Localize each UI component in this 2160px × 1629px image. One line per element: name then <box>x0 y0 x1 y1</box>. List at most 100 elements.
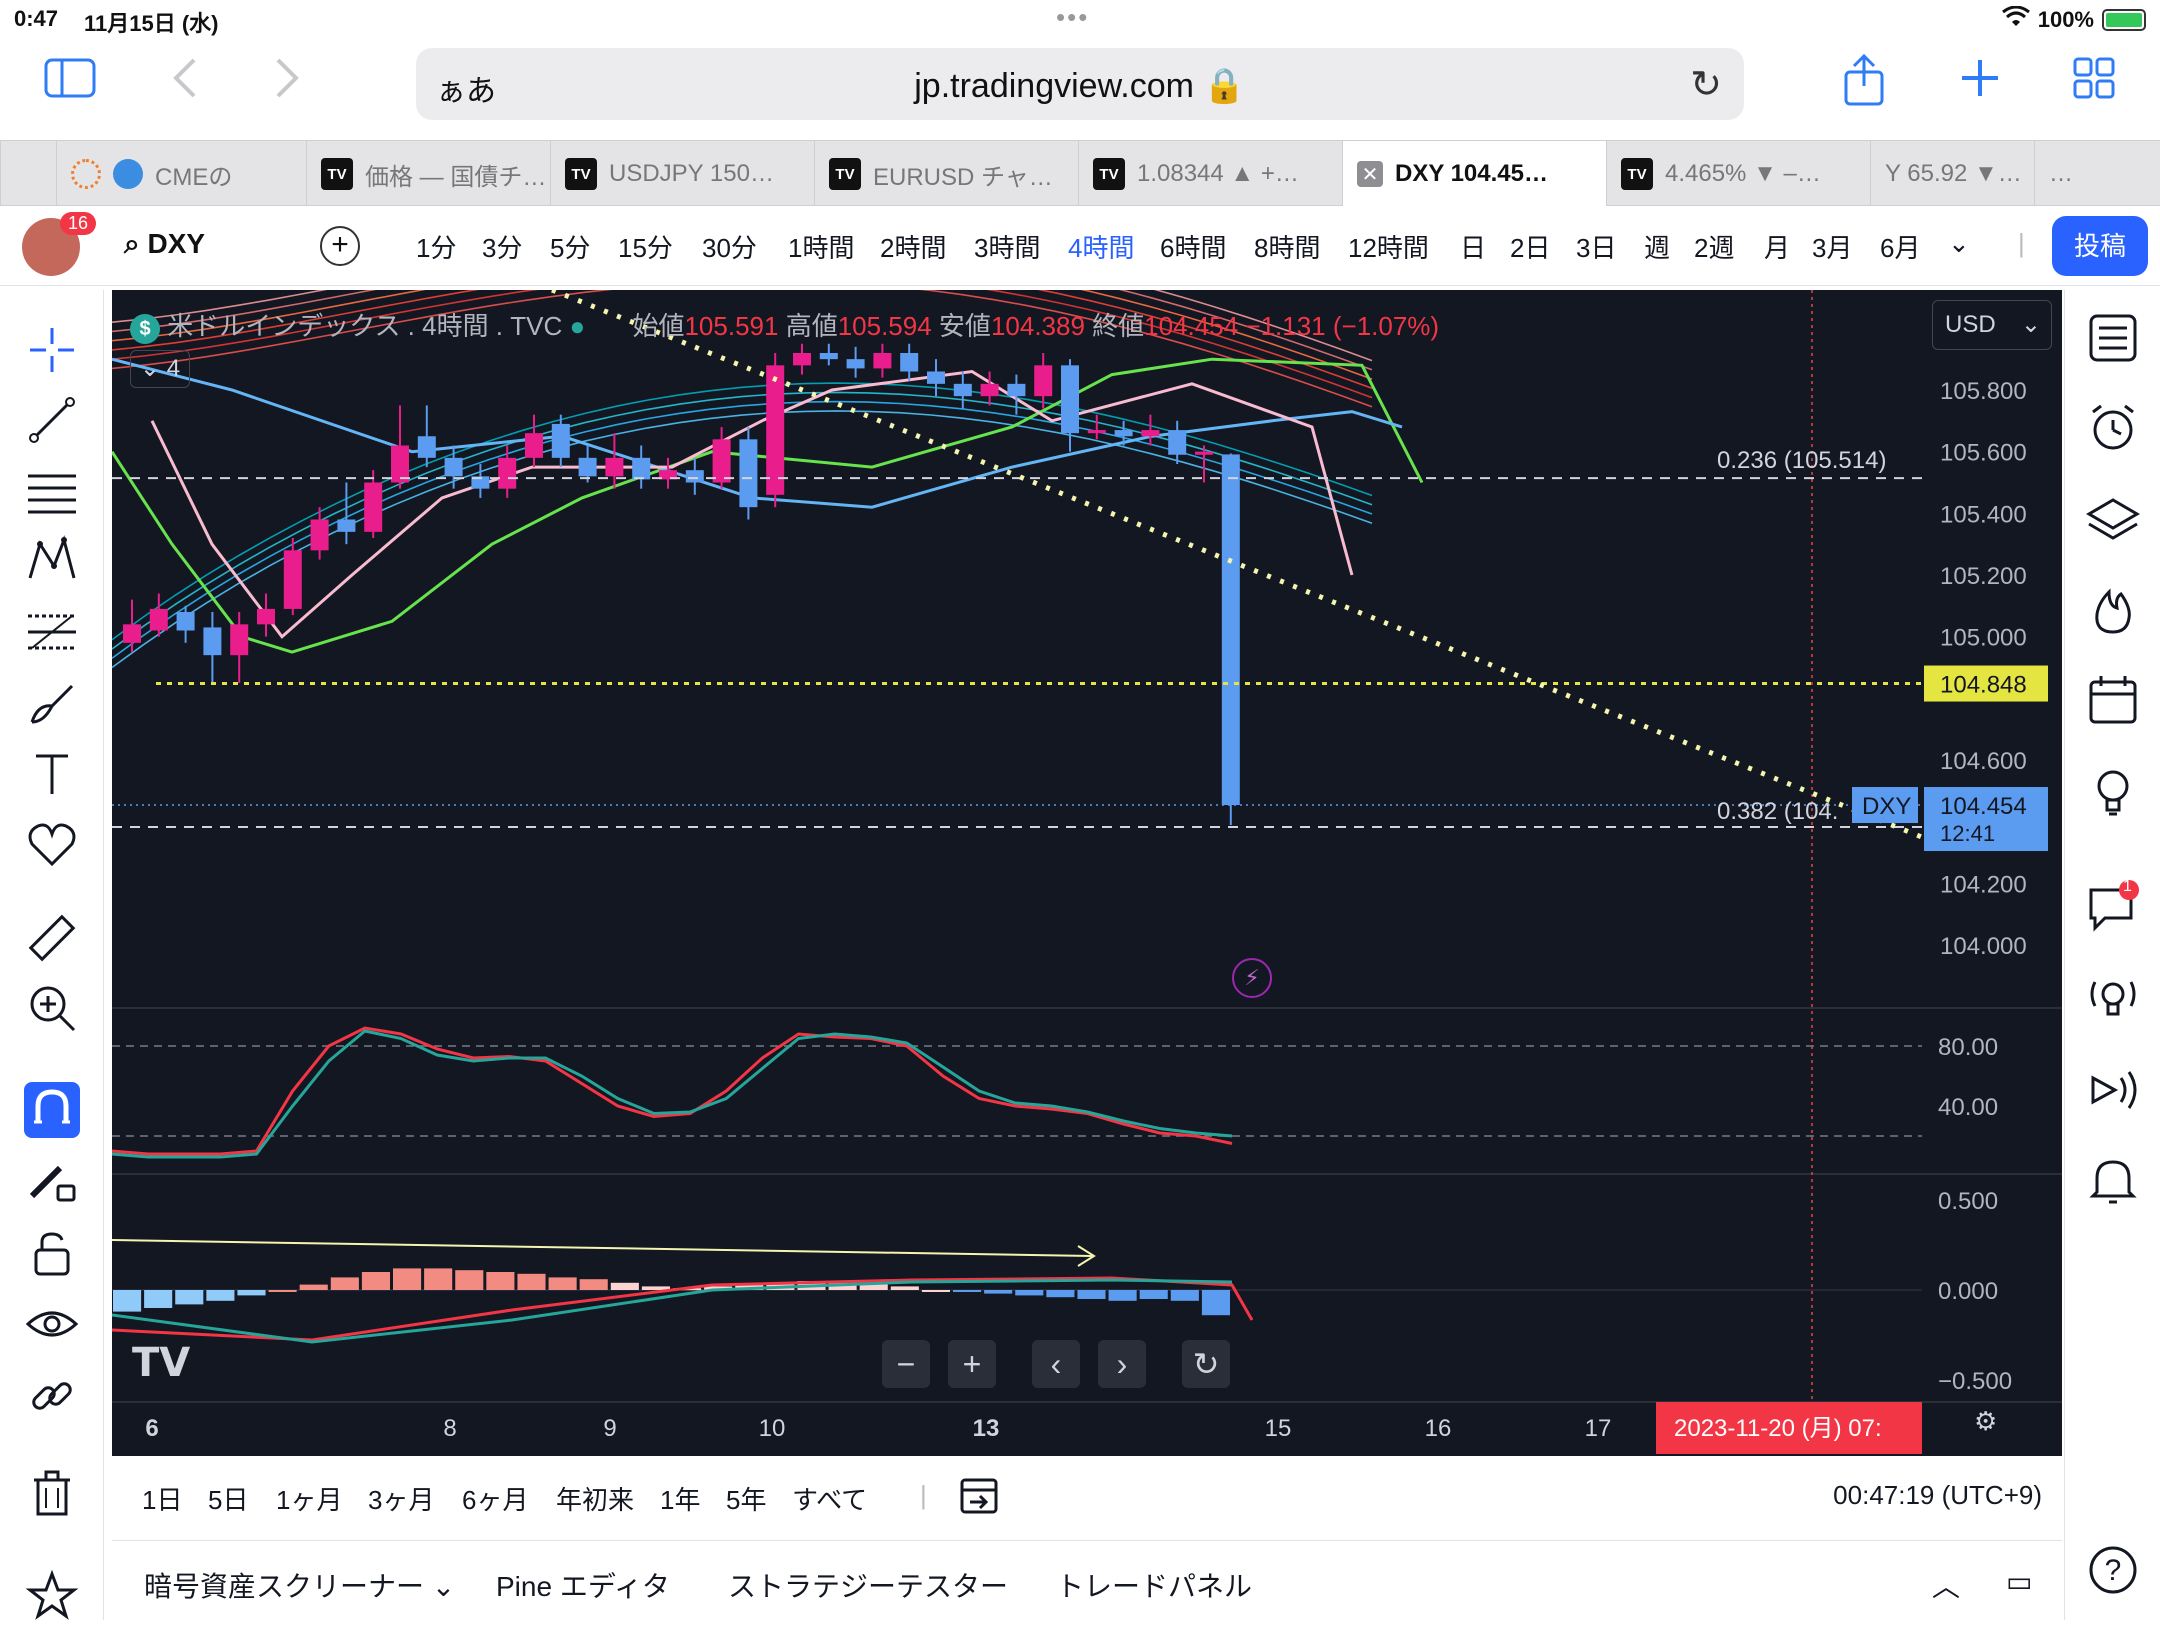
lightning-event-icon[interactable]: ⚡ <box>1232 958 1272 998</box>
tab-strategy-tester[interactable]: ストラテジーテスター <box>728 1571 1009 1602</box>
interval-button[interactable]: 2時間 <box>880 233 947 263</box>
fib-retracement-icon[interactable] <box>24 604 80 660</box>
link-icon[interactable] <box>24 1368 80 1424</box>
goto-date-icon[interactable] <box>920 1472 1002 1525</box>
heart-icon[interactable] <box>24 816 80 872</box>
interval-button[interactable]: 1分 <box>416 233 457 263</box>
publish-button[interactable]: 投稿 <box>2052 216 2148 276</box>
watchlist-icon[interactable] <box>2085 310 2141 366</box>
time-axis[interactable]: 6 8 9 10 13 15 16 17 2023-11-20 (月) 07: <box>145 1402 1922 1454</box>
multitask-dots-icon[interactable]: ••• <box>1056 2 1090 32</box>
chart-svg[interactable]: 0.236 (105.514) 0.382 (104. 80.00 40.00 0.… <box>112 290 2062 1456</box>
interval-button[interactable]: 2週 <box>1694 233 1735 263</box>
streams-icon[interactable] <box>2085 970 2141 1026</box>
legend-title[interactable]: 米ドルインデックス . 4時間 . TVC <box>167 311 563 341</box>
chat-icon[interactable]: 1 <box>2085 878 2141 936</box>
range-button[interactable]: 年初来 <box>556 1485 635 1515</box>
interval-button[interactable]: 2日 <box>1510 233 1551 263</box>
tab-pine-editor[interactable]: Pine エディタ <box>496 1571 670 1602</box>
interval-button[interactable]: 月 <box>1764 233 1791 263</box>
pattern-tool-icon[interactable] <box>24 532 80 588</box>
indicator-toggle-button[interactable]: ⌄ 4 <box>130 350 190 388</box>
tab-overview-icon[interactable] <box>2072 56 2116 111</box>
range-button[interactable]: 1日 <box>142 1485 183 1515</box>
interval-button[interactable]: 3月 <box>1812 233 1853 263</box>
tab-eurusd[interactable]: TV EURUSD チャ… <box>814 141 1078 207</box>
interval-button[interactable]: 5分 <box>550 233 591 263</box>
replay-icon[interactable] <box>2085 1062 2141 1118</box>
tab-eurusd-price[interactable]: TV 1.08344 ▲ +… <box>1078 141 1342 207</box>
chevron-up-icon[interactable]: ︿ <box>1932 1571 1961 1602</box>
range-button[interactable]: 1年 <box>660 1485 701 1515</box>
tab-crypto-screener[interactable]: 暗号資産スクリーナー ⌄ <box>144 1565 455 1605</box>
interval-button[interactable]: 15分 <box>618 233 673 263</box>
symbol-search-button[interactable]: ⌕ DXY <box>124 228 205 261</box>
tab-y[interactable]: Y 65.92 ▼… <box>1870 141 2034 207</box>
calendar-icon[interactable] <box>2085 672 2141 728</box>
interval-button[interactable]: 1時間 <box>788 233 855 263</box>
range-button[interactable]: 1ヶ月 <box>276 1485 343 1515</box>
stay-drawing-mode-icon[interactable] <box>24 1152 80 1208</box>
lock-drawings-icon[interactable] <box>24 1226 80 1282</box>
tab-usdjpy[interactable]: TV USDJPY 150… <box>550 141 814 207</box>
star-icon[interactable] <box>24 1568 80 1624</box>
brush-icon[interactable] <box>24 676 80 732</box>
tab-cme[interactable]: CMEの <box>56 141 306 207</box>
interval-button[interactable]: 3時間 <box>974 233 1041 263</box>
new-tab-icon[interactable] <box>1958 56 2002 111</box>
crosshair-icon[interactable] <box>24 322 80 378</box>
hide-drawings-icon[interactable] <box>24 1296 80 1352</box>
trash-icon[interactable] <box>24 1466 80 1522</box>
reader-aa-button[interactable]: ぁあ <box>436 75 496 108</box>
range-button[interactable]: すべて <box>792 1485 868 1515</box>
share-icon[interactable] <box>1842 53 1886 117</box>
interval-button[interactable]: 12時間 <box>1348 233 1429 263</box>
layers-icon[interactable] <box>2085 492 2141 548</box>
interval-button[interactable]: 週 <box>1644 233 1671 263</box>
magnet-icon[interactable] <box>24 1082 80 1138</box>
sidebar-icon[interactable] <box>44 58 96 109</box>
tab-more[interactable]: … <box>2034 141 2160 207</box>
interval-button[interactable]: 6時間 <box>1160 233 1227 263</box>
zoom-in-button[interactable]: + <box>948 1340 996 1388</box>
range-button[interactable]: 5年 <box>726 1485 767 1515</box>
interval-button[interactable]: 4時間 <box>1068 233 1135 263</box>
tab-empty[interactable] <box>0 141 56 207</box>
compare-symbol-button[interactable]: + <box>320 226 360 266</box>
scroll-right-button[interactable]: › <box>1098 1340 1146 1388</box>
timezone-clock[interactable]: 00:47:19 (UTC+9) <box>1833 1480 2042 1510</box>
tab-bond-price[interactable]: TV 価格 — 国債チ… <box>306 141 550 207</box>
chart-settings-icon[interactable]: ⚙ <box>1974 1406 1998 1436</box>
back-icon[interactable] <box>170 56 200 111</box>
text-tool-icon[interactable] <box>24 746 80 802</box>
scroll-left-button[interactable]: ‹ <box>1032 1340 1080 1388</box>
tab-dxy[interactable]: ✕ DXY 104.45… <box>1342 141 1606 207</box>
currency-select[interactable]: USD ⌄ <box>1932 300 2052 350</box>
price-axis[interactable]: 105.800 105.600 105.400 105.200 105.000 104.6… <box>1852 378 2048 960</box>
zoom-out-button[interactable]: − <box>882 1340 930 1388</box>
tab-yield[interactable]: TV 4.465% ▼ –… <box>1606 141 1870 207</box>
reload-icon[interactable]: ↻ <box>1690 64 1722 106</box>
notifications-bell-icon[interactable] <box>2085 1152 2141 1208</box>
interval-button[interactable]: 30分 <box>702 233 757 263</box>
reset-chart-button[interactable]: ↻ <box>1182 1340 1230 1388</box>
parallel-lines-icon[interactable] <box>24 462 80 518</box>
chart-canvas[interactable]: 0.236 (105.514) 0.382 (104. 80.00 40.00 0.… <box>112 290 2062 1456</box>
range-button[interactable]: 3ヶ月 <box>368 1485 435 1515</box>
flame-icon[interactable] <box>2085 582 2141 638</box>
interval-button[interactable]: 3分 <box>482 233 523 263</box>
interval-button[interactable]: 3日 <box>1576 233 1617 263</box>
tab-trading-panel[interactable]: トレードパネル <box>1056 1571 1253 1602</box>
interval-button[interactable]: 6月 <box>1880 233 1921 263</box>
alarm-clock-icon[interactable] <box>2085 400 2141 456</box>
maximize-panel-icon[interactable]: ▭ <box>2006 1566 2033 1597</box>
help-icon[interactable]: ? <box>2085 1542 2141 1598</box>
interval-dropdown-chevron-icon[interactable]: ⌄ <box>1948 228 1970 258</box>
range-button[interactable]: 6ヶ月 <box>462 1485 529 1515</box>
ruler-icon[interactable] <box>24 910 80 966</box>
interval-button[interactable]: 8時間 <box>1254 233 1321 263</box>
trend-line-icon[interactable] <box>24 392 80 448</box>
zoom-in-icon[interactable] <box>24 980 80 1036</box>
forward-icon[interactable] <box>272 56 302 111</box>
address-bar[interactable]: ぁあ jp.tradingview.com 🔒 ↻ <box>416 48 1744 120</box>
